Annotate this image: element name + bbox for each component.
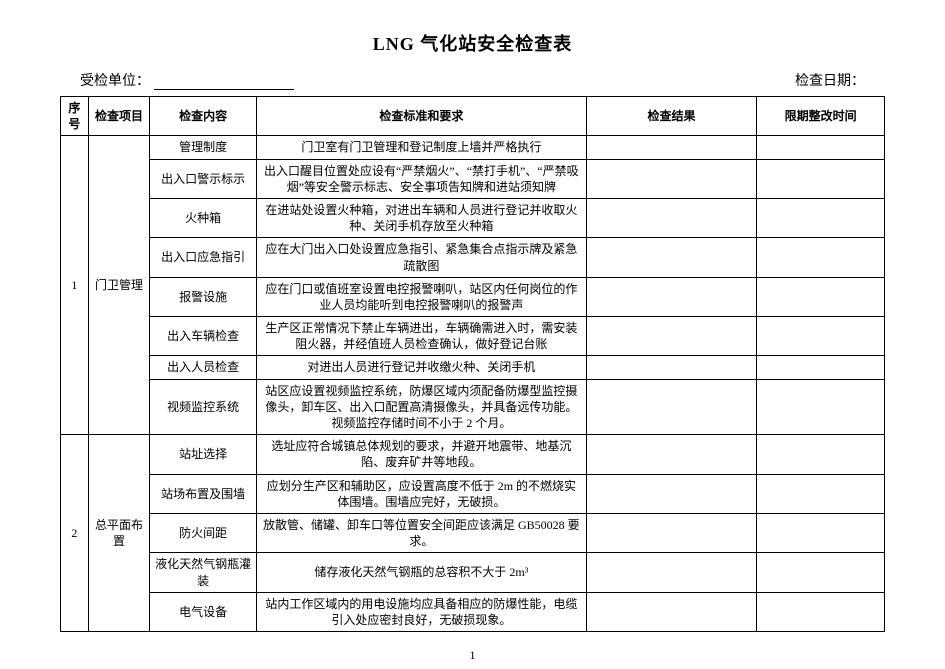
table-row: 报警设施应在门口或值班室设置电控报警喇叭，站区内任何岗位的作业人员均能听到电控报… — [61, 277, 885, 316]
table-row: 出入人员检查对进出人员进行登记并收缴火种、关闭手机 — [61, 356, 885, 379]
cell-std: 站区应设置视频监控系统，防爆区域内须配备防爆型监控摄像头，卸车区、出入口配置高清… — [256, 379, 586, 435]
inspection-date-label: 检查日期： — [795, 74, 865, 89]
cell-fix — [757, 238, 885, 277]
cell-sub: 火种箱 — [150, 198, 256, 237]
cell-result — [586, 277, 756, 316]
cell-sub: 出入人员检查 — [150, 356, 256, 379]
table-body: 1门卫管理管理制度门卫室有门卫管理和登记制度上墙并严格执行出入口警示标示出入口醒… — [61, 136, 885, 632]
page-number: 1 — [0, 648, 945, 663]
cell-fix — [757, 379, 885, 435]
cell-std: 站内工作区域内的用电设施均应具备相应的防爆性能，电缆引入处应密封良好，无破损现象… — [256, 592, 586, 631]
cell-fix — [757, 277, 885, 316]
cell-item: 总平面布置 — [88, 435, 150, 632]
page-title: LNG 气化站安全检查表 — [60, 30, 885, 56]
inspection-table: 序号 检查项目 检查内容 检查标准和要求 检查结果 限期整改时间 1门卫管理管理… — [60, 96, 885, 632]
cell-item: 门卫管理 — [88, 136, 150, 435]
cell-fix — [757, 356, 885, 379]
cell-result — [586, 379, 756, 435]
cell-fix — [757, 592, 885, 631]
cell-result — [586, 592, 756, 631]
table-row: 1门卫管理管理制度门卫室有门卫管理和登记制度上墙并严格执行 — [61, 136, 885, 159]
cell-fix — [757, 513, 885, 552]
table-row: 防火间距放散管、储罐、卸车口等位置安全间距应该满足 GB50028 要求。 — [61, 513, 885, 552]
col-sub: 检查内容 — [150, 97, 256, 136]
cell-fix — [757, 198, 885, 237]
cell-sub: 报警设施 — [150, 277, 256, 316]
cell-std: 应在大门出入口处设置应急指引、紧急集合点指示牌及紧急疏散图 — [256, 238, 586, 277]
cell-result — [586, 136, 756, 159]
cell-sub: 管理制度 — [150, 136, 256, 159]
cell-seq: 1 — [61, 136, 89, 435]
cell-std: 门卫室有门卫管理和登记制度上墙并严格执行 — [256, 136, 586, 159]
table-row: 出入车辆检查生产区正常情况下禁止车辆进出，车辆确需进入时，需安装阻火器，并经值班… — [61, 317, 885, 356]
cell-fix — [757, 553, 885, 592]
meta-row: 受检单位： 检查日期： — [80, 70, 865, 90]
cell-sub: 出入口应急指引 — [150, 238, 256, 277]
cell-std: 选址应符合城镇总体规划的要求，并避开地震带、地基沉陷、废弃矿井等地段。 — [256, 435, 586, 474]
cell-result — [586, 238, 756, 277]
cell-result — [586, 198, 756, 237]
table-row: 火种箱在进站处设置火种箱，对进出车辆和人员进行登记并收取火种、关闭手机存放至火种… — [61, 198, 885, 237]
table-row: 出入口警示标示出入口醒目位置处应设有“严禁烟火”、“禁打手机”、“严禁吸烟”等安… — [61, 159, 885, 198]
inspection-date: 检查日期： — [795, 70, 865, 90]
cell-sub: 出入车辆检查 — [150, 317, 256, 356]
cell-sub: 出入口警示标示 — [150, 159, 256, 198]
col-std: 检查标准和要求 — [256, 97, 586, 136]
cell-result — [586, 435, 756, 474]
inspected-unit: 受检单位： — [80, 70, 294, 90]
table-row: 液化天然气钢瓶灌装储存液化天然气钢瓶的总容积不大于 2m³ — [61, 553, 885, 592]
inspected-unit-blank — [154, 73, 294, 90]
document-page: LNG 气化站安全检查表 受检单位： 检查日期： 序号 检查项目 检查内容 检查… — [0, 0, 945, 669]
cell-sub: 液化天然气钢瓶灌装 — [150, 553, 256, 592]
cell-std: 应在门口或值班室设置电控报警喇叭，站区内任何岗位的作业人员均能听到电控报警喇叭的… — [256, 277, 586, 316]
col-seq: 序号 — [61, 97, 89, 136]
cell-std: 储存液化天然气钢瓶的总容积不大于 2m³ — [256, 553, 586, 592]
table-row: 2总平面布置站址选择选址应符合城镇总体规划的要求，并避开地震带、地基沉陷、废弃矿… — [61, 435, 885, 474]
table-row: 电气设备站内工作区域内的用电设施均应具备相应的防爆性能，电缆引入处应密封良好，无… — [61, 592, 885, 631]
col-result: 检查结果 — [586, 97, 756, 136]
cell-result — [586, 474, 756, 513]
cell-fix — [757, 159, 885, 198]
cell-std: 生产区正常情况下禁止车辆进出，车辆确需进入时，需安装阻火器，并经值班人员检查确认… — [256, 317, 586, 356]
table-row: 视频监控系统站区应设置视频监控系统，防爆区域内须配备防爆型监控摄像头，卸车区、出… — [61, 379, 885, 435]
cell-seq: 2 — [61, 435, 89, 632]
cell-result — [586, 159, 756, 198]
col-item: 检查项目 — [88, 97, 150, 136]
cell-result — [586, 317, 756, 356]
table-row: 站场布置及围墙应划分生产区和辅助区，应设置高度不低于 2m 的不燃烧实体围墙。围… — [61, 474, 885, 513]
cell-std: 应划分生产区和辅助区，应设置高度不低于 2m 的不燃烧实体围墙。围墙应完好，无破… — [256, 474, 586, 513]
cell-result — [586, 356, 756, 379]
cell-std: 在进站处设置火种箱，对进出车辆和人员进行登记并收取火种、关闭手机存放至火种箱 — [256, 198, 586, 237]
col-fix: 限期整改时间 — [757, 97, 885, 136]
inspected-unit-label: 受检单位： — [80, 70, 150, 90]
cell-result — [586, 513, 756, 552]
cell-sub: 电气设备 — [150, 592, 256, 631]
cell-fix — [757, 474, 885, 513]
cell-fix — [757, 136, 885, 159]
cell-sub: 视频监控系统 — [150, 379, 256, 435]
cell-std: 出入口醒目位置处应设有“严禁烟火”、“禁打手机”、“严禁吸烟”等安全警示标志、安… — [256, 159, 586, 198]
cell-sub: 防火间距 — [150, 513, 256, 552]
cell-sub: 站场布置及围墙 — [150, 474, 256, 513]
table-row: 出入口应急指引应在大门出入口处设置应急指引、紧急集合点指示牌及紧急疏散图 — [61, 238, 885, 277]
cell-fix — [757, 317, 885, 356]
cell-std: 放散管、储罐、卸车口等位置安全间距应该满足 GB50028 要求。 — [256, 513, 586, 552]
cell-result — [586, 553, 756, 592]
table-header-row: 序号 检查项目 检查内容 检查标准和要求 检查结果 限期整改时间 — [61, 97, 885, 136]
cell-std: 对进出人员进行登记并收缴火种、关闭手机 — [256, 356, 586, 379]
cell-sub: 站址选择 — [150, 435, 256, 474]
cell-fix — [757, 435, 885, 474]
